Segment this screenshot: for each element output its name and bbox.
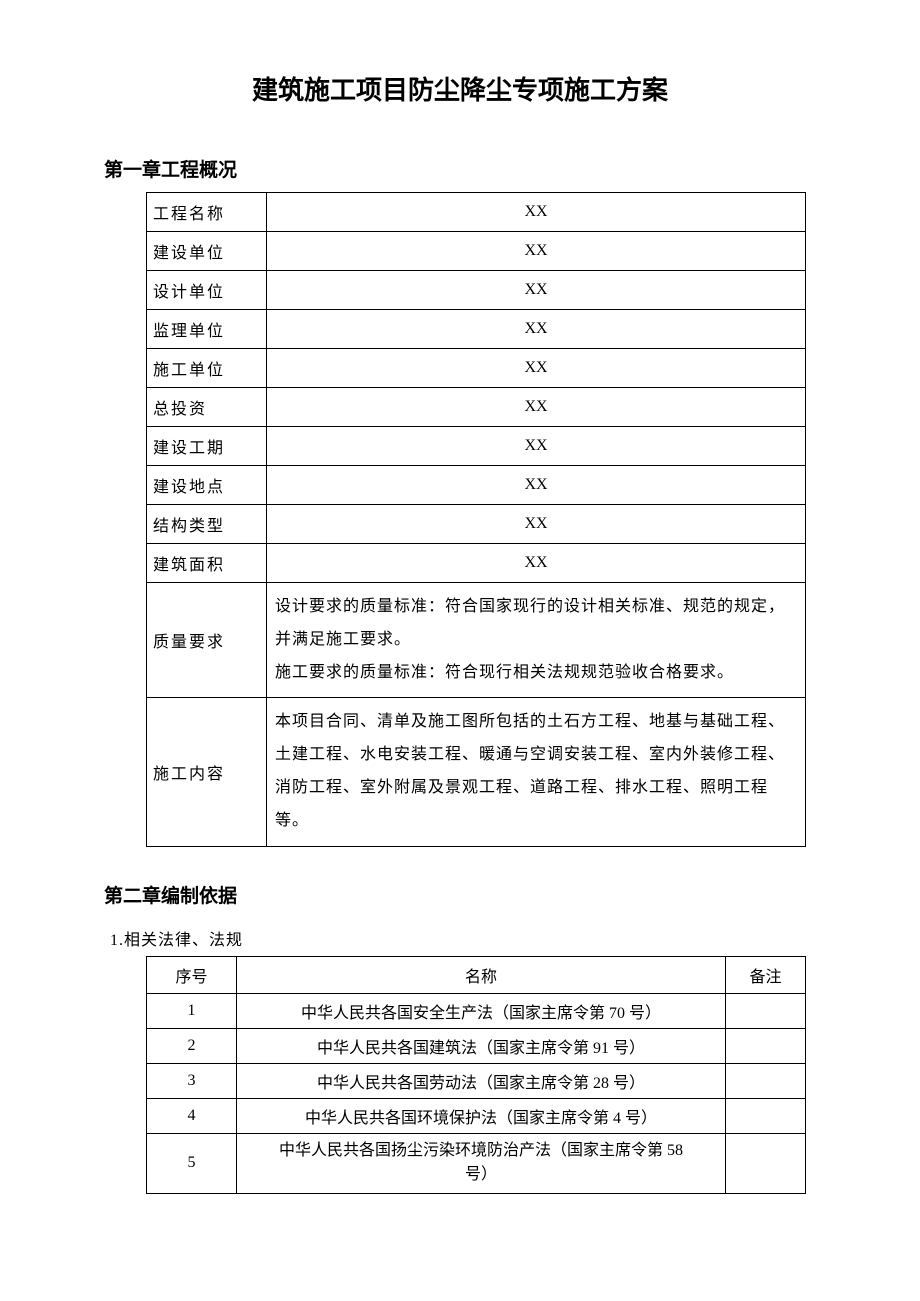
chapter2-heading: 第二章编制依据 xyxy=(104,881,810,908)
table-row: 建设工期XX xyxy=(147,427,806,466)
table-row: 4中华人民共各国环境保护法（国家主席令第 4 号） xyxy=(147,1098,806,1133)
row-label: 施工内容 xyxy=(147,698,267,846)
row-label: 工程名称 xyxy=(147,193,267,232)
row-note xyxy=(726,1028,806,1063)
row-label: 总投资 xyxy=(147,388,267,427)
row-label: 质量要求 xyxy=(147,583,267,698)
document-title: 建筑施工项目防尘降尘专项施工方案 xyxy=(110,70,810,107)
table-row: 结构类型XX xyxy=(147,505,806,544)
table-header-row: 序号 名称 备注 xyxy=(147,956,806,993)
table-row: 设计单位XX xyxy=(147,271,806,310)
table-row: 施工内容本项目合同、清单及施工图所包括的土石方工程、地基与基础工程、土建工程、水… xyxy=(147,698,806,846)
row-name: 中华人民共各国扬尘污染环境防治产法（国家主席令第 58号） xyxy=(237,1133,726,1194)
table-row: 施工单位XX xyxy=(147,349,806,388)
row-name: 中华人民共各国环境保护法（国家主席令第 4 号） xyxy=(237,1098,726,1133)
row-label: 建设单位 xyxy=(147,232,267,271)
row-note xyxy=(726,993,806,1028)
row-no: 5 xyxy=(147,1133,237,1194)
chapter1-heading: 第一章工程概况 xyxy=(104,155,810,182)
col-header-no: 序号 xyxy=(147,956,237,993)
table-row: 总投资XX xyxy=(147,388,806,427)
row-note xyxy=(726,1063,806,1098)
row-value: XX xyxy=(267,427,806,466)
row-note xyxy=(726,1133,806,1194)
table-row: 5中华人民共各国扬尘污染环境防治产法（国家主席令第 58号） xyxy=(147,1133,806,1194)
row-label: 施工单位 xyxy=(147,349,267,388)
row-label: 建设地点 xyxy=(147,466,267,505)
project-overview-table: 工程名称XX建设单位XX设计单位XX监理单位XX施工单位XX总投资XX建设工期X… xyxy=(146,192,806,847)
row-label: 建设工期 xyxy=(147,427,267,466)
row-value: 本项目合同、清单及施工图所包括的土石方工程、地基与基础工程、土建工程、水电安装工… xyxy=(267,698,806,846)
row-value: 设计要求的质量标准：符合国家现行的设计相关标准、规范的规定，并满足施工要求。施工… xyxy=(267,583,806,698)
table-row: 建设单位XX xyxy=(147,232,806,271)
table-row: 建设地点XX xyxy=(147,466,806,505)
row-no: 3 xyxy=(147,1063,237,1098)
row-value: XX xyxy=(267,544,806,583)
row-name: 中华人民共各国安全生产法（国家主席令第 70 号） xyxy=(237,993,726,1028)
table-row: 质量要求设计要求的质量标准：符合国家现行的设计相关标准、规范的规定，并满足施工要… xyxy=(147,583,806,698)
table-row: 3中华人民共各国劳动法（国家主席令第 28 号） xyxy=(147,1063,806,1098)
row-name: 中华人民共各国劳动法（国家主席令第 28 号） xyxy=(237,1063,726,1098)
row-value: XX xyxy=(267,193,806,232)
table-row: 建筑面积XX xyxy=(147,544,806,583)
row-note xyxy=(726,1098,806,1133)
row-value: XX xyxy=(267,388,806,427)
row-no: 1 xyxy=(147,993,237,1028)
row-value: XX xyxy=(267,466,806,505)
row-value: XX xyxy=(267,505,806,544)
chapter2-subtext: 1.相关法律、法规 xyxy=(110,926,810,950)
table-row: 监理单位XX xyxy=(147,310,806,349)
row-label: 结构类型 xyxy=(147,505,267,544)
table-row: 2中华人民共各国建筑法（国家主席令第 91 号） xyxy=(147,1028,806,1063)
row-label: 建筑面积 xyxy=(147,544,267,583)
row-value: XX xyxy=(267,271,806,310)
row-value: XX xyxy=(267,349,806,388)
col-header-name: 名称 xyxy=(237,956,726,993)
row-label: 设计单位 xyxy=(147,271,267,310)
row-name: 中华人民共各国建筑法（国家主席令第 91 号） xyxy=(237,1028,726,1063)
row-no: 2 xyxy=(147,1028,237,1063)
table-row: 工程名称XX xyxy=(147,193,806,232)
legal-basis-table: 序号 名称 备注 1中华人民共各国安全生产法（国家主席令第 70 号）2中华人民… xyxy=(146,956,806,1195)
row-no: 4 xyxy=(147,1098,237,1133)
table-row: 1中华人民共各国安全生产法（国家主席令第 70 号） xyxy=(147,993,806,1028)
row-value: XX xyxy=(267,232,806,271)
row-label: 监理单位 xyxy=(147,310,267,349)
col-header-note: 备注 xyxy=(726,956,806,993)
row-value: XX xyxy=(267,310,806,349)
